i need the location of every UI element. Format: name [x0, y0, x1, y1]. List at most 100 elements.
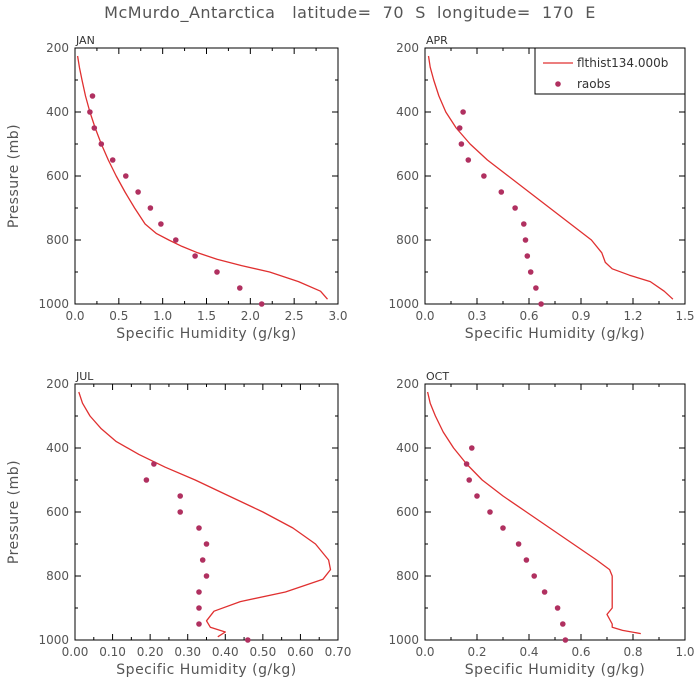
x-axis-label: Specific Humidity (g/kg) — [465, 662, 645, 678]
raobs-point — [481, 173, 487, 179]
x-tick-label: 3.0 — [328, 309, 347, 323]
x-tick-label: 0.5 — [109, 309, 128, 323]
raobs-point — [500, 525, 506, 531]
raobs-point — [521, 221, 527, 227]
raobs-point — [203, 573, 210, 579]
x-tick-label: 2.5 — [285, 309, 304, 323]
raobs-point — [533, 285, 539, 291]
raobs-point — [460, 109, 466, 115]
raobs-point — [562, 637, 569, 643]
x-tick-label: 0.20 — [137, 645, 164, 659]
x-tick-label: 0.3 — [467, 309, 486, 323]
y-tick-label: 1000 — [388, 633, 419, 647]
legend-obs-label: raobs — [577, 77, 611, 91]
panel-jan: JAN 0.0 0.5 1.0 1.5 2.0 2.5 3.0 200 400 600 800 1000… — [6, 34, 348, 342]
x-tick-label: 0.0 — [415, 645, 434, 659]
model-profile-line — [426, 391, 641, 635]
raobs-point — [466, 477, 473, 483]
x-tick-label: 0.0 — [415, 309, 434, 323]
raobs-point — [245, 637, 251, 643]
panel-apr: APR 0.0 0.3 0.6 0.9 1.2 1.5 200 400 600 800 1000 Spe… — [388, 34, 694, 342]
x-tick-label: 0.10 — [99, 645, 126, 659]
y-tick-label: 600 — [396, 169, 419, 183]
y-tick-label: 200 — [46, 377, 69, 391]
model-profile-line — [76, 55, 328, 300]
raobs-point — [98, 141, 105, 147]
raobs-point — [196, 621, 202, 627]
x-axis-label: Specific Humidity (g/kg) — [116, 662, 296, 678]
legend-model-label: flthist134.000b — [577, 56, 668, 70]
raobs-point — [151, 461, 157, 467]
x-tick-label: 0.60 — [287, 645, 314, 659]
x-tick-label: 1.0 — [153, 309, 172, 323]
y-tick-label: 1000 — [388, 297, 419, 311]
x-tick-label: 1.5 — [197, 309, 216, 323]
raobs-point — [498, 189, 505, 195]
raobs-point — [177, 493, 183, 499]
y-tick-label: 800 — [396, 569, 419, 583]
raobs-point — [135, 189, 141, 195]
raobs-point — [158, 221, 164, 227]
x-tick-label: 1.0 — [675, 645, 694, 659]
raobs-point — [560, 621, 566, 627]
raobs-point — [192, 253, 198, 259]
x-tick-label: 1.2 — [623, 309, 642, 323]
panel-oct: OCT 0.0 0.2 0.4 0.6 0.8 1.0 200 400 600 800 1000 Spe… — [388, 370, 694, 678]
raobs-point — [487, 509, 493, 515]
legend-box — [534, 47, 686, 95]
panel-label: JAN — [75, 34, 95, 47]
panel-label: OCT — [426, 370, 449, 383]
raobs-point — [89, 93, 96, 99]
x-tick-label: 0.8 — [623, 645, 642, 659]
x-tick-label: 0.0 — [65, 309, 84, 323]
legend-dot-swatch — [555, 81, 561, 87]
raobs-point — [173, 237, 179, 243]
panel-label: JUL — [75, 370, 94, 383]
x-tick-label: 0.2 — [467, 645, 486, 659]
raobs-point — [458, 141, 465, 147]
raobs-point — [237, 285, 243, 291]
y-tick-label: 400 — [46, 105, 69, 119]
raobs-point — [91, 125, 98, 131]
raobs-point — [538, 301, 544, 307]
y-tick-label: 600 — [396, 505, 419, 519]
raobs-point — [515, 541, 522, 547]
y-tick-label: 800 — [46, 569, 69, 583]
y-tick-label: 400 — [46, 441, 69, 455]
panel-label: APR — [426, 34, 448, 47]
raobs-point — [523, 557, 530, 563]
model-profile-line — [427, 55, 674, 300]
x-axis-label: Specific Humidity (g/kg) — [465, 326, 645, 342]
raobs-point — [541, 589, 548, 595]
raobs-point — [199, 557, 206, 563]
x-tick-label: 0.00 — [62, 645, 89, 659]
plot-frame — [74, 383, 339, 641]
y-tick-label: 800 — [396, 233, 419, 247]
raobs-point — [196, 605, 202, 611]
panel-jul: JUL 0.00 0.10 0.20 0.30 0.40 0.50 0.60 0.70 200 40… — [6, 370, 351, 678]
raobs-point — [524, 253, 531, 259]
x-tick-label: 0.9 — [571, 309, 590, 323]
y-tick-label: 200 — [396, 377, 419, 391]
raobs-point — [123, 173, 129, 179]
raobs-point — [522, 237, 529, 243]
x-axis-label: Specific Humidity (g/kg) — [116, 326, 296, 342]
figure-title: McMurdo_Antarctica latitude= 70 S longit… — [104, 3, 596, 22]
raobs-point — [87, 109, 93, 115]
raobs-point — [109, 157, 116, 163]
raobs-point — [465, 157, 472, 163]
legend: flthist134.000b raobs — [534, 47, 686, 95]
raobs-point — [196, 589, 202, 595]
y-tick-label: 200 — [46, 41, 69, 55]
x-tick-label: 0.6 — [571, 645, 590, 659]
plot-frame — [74, 47, 339, 305]
raobs-point — [512, 205, 518, 211]
raobs-point — [463, 461, 470, 467]
x-tick-label: 0.4 — [519, 645, 538, 659]
raobs-point — [143, 477, 150, 483]
y-tick-label: 800 — [46, 233, 69, 247]
x-tick-label: 0.6 — [519, 309, 538, 323]
y-axis-label: Pressure (mb) — [6, 124, 22, 228]
x-tick-label: 0.40 — [212, 645, 239, 659]
